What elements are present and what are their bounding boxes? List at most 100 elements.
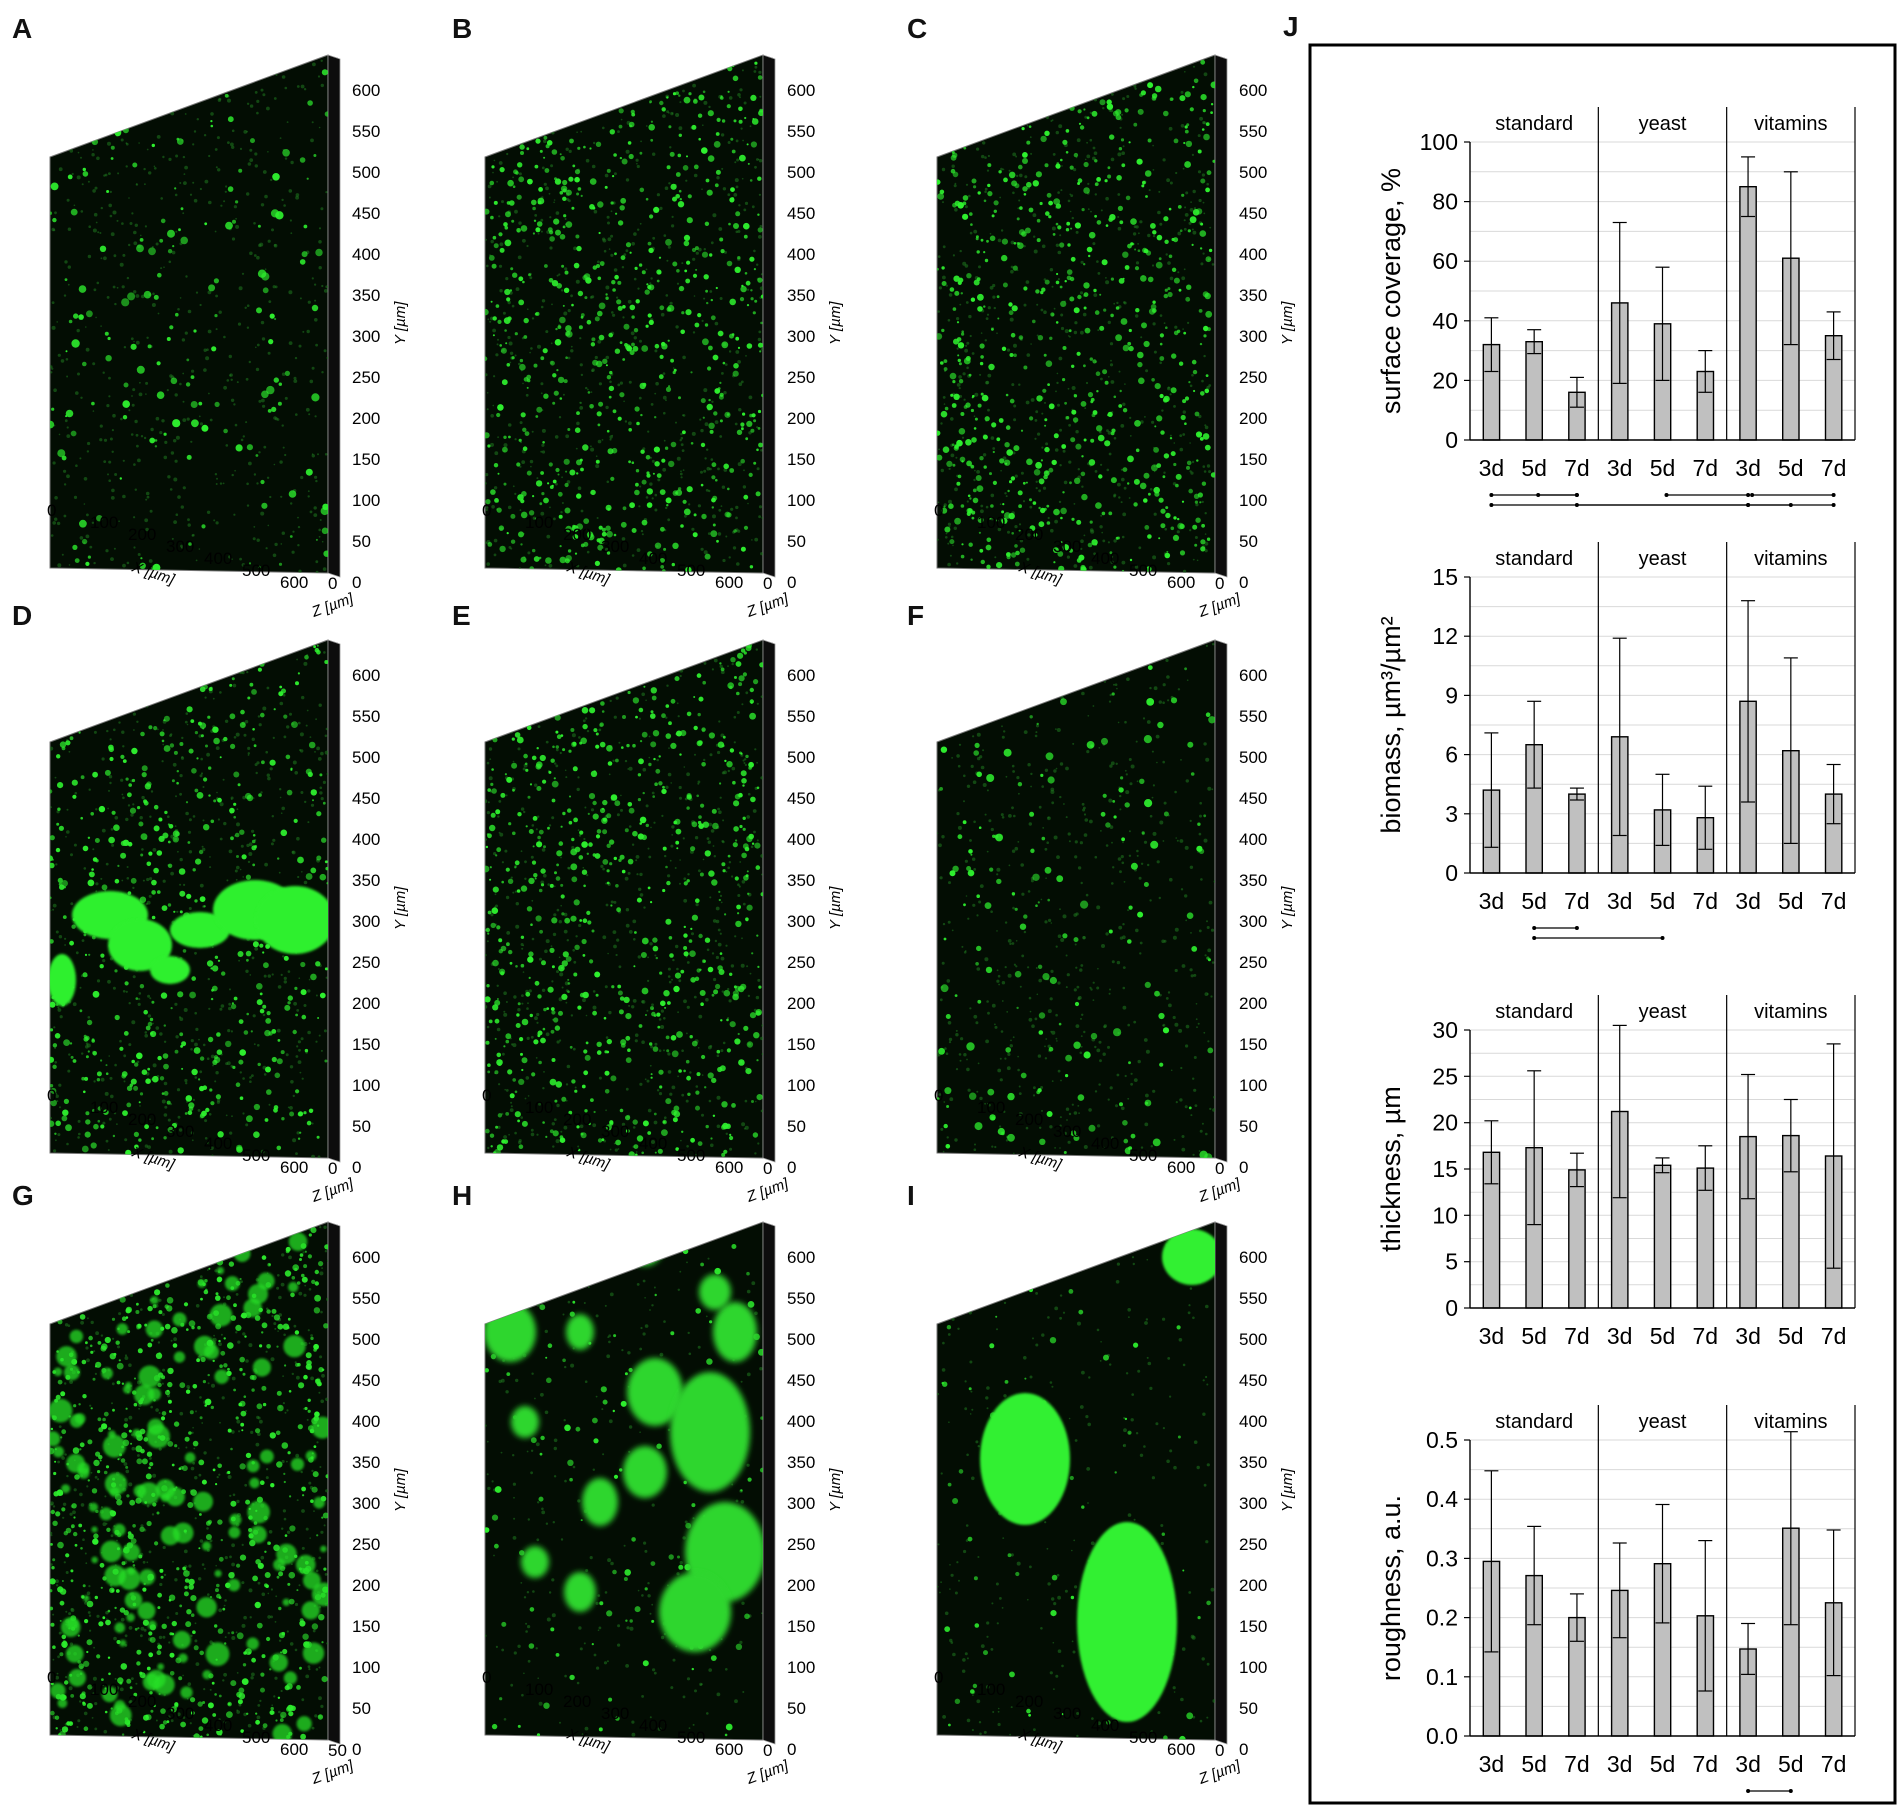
y-tick-label: 350: [787, 1453, 815, 1472]
y-axis-label: Y [µm]: [1279, 1468, 1296, 1512]
y-tick-label: 200: [352, 994, 380, 1013]
bar: [1739, 185, 1757, 441]
y-tick-label: 15: [1432, 1156, 1458, 1182]
x-tick-label: 5d: [1521, 1751, 1547, 1777]
y-tick-label: 500: [352, 748, 380, 767]
x-tick-label: 600: [280, 1740, 308, 1759]
y-tick-label: 15: [1432, 564, 1458, 590]
bar-chart-2: standard yeast vitamins 0 3 6 9 12 15 biomass, µm…: [1376, 542, 1856, 940]
x-tick-label: 500: [242, 1728, 270, 1747]
y-tick-label: 500: [787, 1330, 815, 1349]
x-tick-label: 0: [47, 1086, 56, 1105]
y-tick-label: 150: [1239, 1035, 1267, 1054]
stack-side-face: [1214, 1221, 1228, 1745]
bar-chart-4: standard yeast vitamins 0.0 0.1 0.2 0.3 0.4 0.5 r…: [1376, 1405, 1856, 1793]
x-tick-label: 600: [715, 573, 743, 592]
y-tick-label: 150: [787, 450, 815, 469]
y-tick-label: 100: [1239, 1658, 1267, 1677]
panel-label: B: [452, 13, 472, 44]
x-tick-label: 300: [166, 537, 194, 556]
y-tick-label: 100: [352, 1076, 380, 1095]
x-tick-label: 200: [1015, 1110, 1043, 1129]
y-tick-label: 250: [787, 368, 815, 387]
y-tick-label: 550: [787, 122, 815, 141]
panel-label: I: [907, 1180, 915, 1211]
x-tick-label: 7d: [1821, 1323, 1847, 1349]
y-tick-label: 200: [1239, 1576, 1267, 1595]
y-tick-label: 350: [787, 871, 815, 890]
y-tick-label: 50: [352, 1699, 371, 1718]
confocal-stack-image: [484, 54, 764, 574]
x-tick-label: 0: [934, 1086, 943, 1105]
x-tick-label: 3d: [1479, 455, 1505, 481]
y-tick-label: 250: [352, 368, 380, 387]
y-tick-label: 300: [352, 327, 380, 346]
stack-side-face: [327, 1221, 341, 1745]
z-tick-label: 0: [763, 574, 772, 593]
y-tick-label: 450: [787, 789, 815, 808]
z-tick-label: 50: [328, 1741, 347, 1760]
x-tick-label: 0: [482, 501, 491, 520]
y-tick-label: 600: [352, 81, 380, 100]
y-tick-label: 600: [1239, 81, 1267, 100]
x-tick-label: 500: [1129, 1728, 1157, 1747]
x-tick-label: 300: [1053, 1122, 1081, 1141]
x-tick-label: 5d: [1778, 888, 1804, 914]
y-tick-label: 150: [352, 1035, 380, 1054]
y-tick-label: 0.5: [1426, 1427, 1458, 1453]
bar: [1568, 793, 1586, 874]
y-axis-label: Y [µm]: [392, 1468, 409, 1512]
z-tick-label: 0: [1215, 1741, 1224, 1760]
x-tick-label: 400: [639, 1134, 667, 1153]
y-tick-label: 50: [787, 1699, 806, 1718]
y-tick-label: 250: [1239, 953, 1267, 972]
y-tick-label: 150: [787, 1035, 815, 1054]
x-tick-label: 600: [1167, 573, 1195, 592]
y-tick-label: 500: [1239, 163, 1267, 182]
significance-dot: [1746, 503, 1751, 507]
panel-label: G: [12, 1180, 34, 1211]
y-tick-label: 300: [1239, 912, 1267, 931]
x-tick-label: 5d: [1521, 888, 1547, 914]
y-tick-label: 30: [1432, 1017, 1458, 1043]
y-tick-label: 0: [1239, 573, 1248, 592]
biofilm-fluorescence: [937, 59, 1215, 573]
x-tick-label: 3d: [1479, 1751, 1505, 1777]
y-tick-label: 0: [352, 1158, 361, 1177]
z-axis-label: Z [µm]: [309, 1757, 357, 1788]
group-label: yeast: [1639, 1411, 1687, 1433]
x-tick-label: 7d: [1693, 455, 1719, 481]
y-tick-label: 500: [787, 748, 815, 767]
significance-brackets: [1532, 926, 1665, 940]
significance-dot: [1788, 503, 1793, 507]
y-tick-label: 350: [1239, 286, 1267, 305]
x-tick-label: 3d: [1479, 888, 1505, 914]
x-tick-label: 200: [128, 1692, 156, 1711]
y-tick-label: 500: [787, 163, 815, 182]
y-tick-label: 550: [787, 1289, 815, 1308]
z-tick-label: 0: [328, 1159, 337, 1178]
y-axis-label: Y [µm]: [827, 1468, 844, 1512]
y-tick-label: 50: [352, 532, 371, 551]
y-tick-label: 200: [352, 1576, 380, 1595]
y-tick-label: 450: [787, 1371, 815, 1390]
y-tick-label: 550: [352, 707, 380, 726]
z-axis-label: Z [µm]: [309, 1175, 357, 1206]
x-tick-label: 500: [242, 561, 270, 580]
group-headers: standard yeast vitamins: [1495, 107, 1856, 440]
y-axis-label: Y [µm]: [827, 886, 844, 930]
biofilm-fluorescence: [50, 59, 328, 573]
x-tick-label: 0: [47, 501, 56, 520]
z-axis-label: Z [µm]: [744, 1757, 792, 1788]
biofilm-fluorescence: [937, 643, 1215, 1158]
y-tick-label: 600: [352, 1248, 380, 1267]
stack-side-face: [762, 54, 776, 578]
